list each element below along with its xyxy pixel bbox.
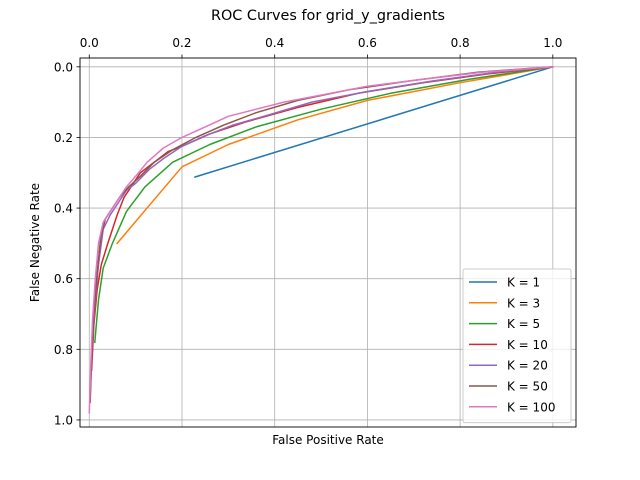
legend-label: K = 50 — [507, 380, 548, 394]
y-tick-label: 0.0 — [54, 60, 73, 74]
x-tick-label: 0.2 — [172, 36, 191, 50]
x-tick-label: 0.6 — [358, 36, 377, 50]
series-lines — [88, 65, 554, 414]
y-tick-label: 0.6 — [54, 272, 73, 286]
chart-title: ROC Curves for grid_y_gradients — [211, 8, 445, 24]
plot-frame — [79, 57, 577, 428]
x-tick-label: 1.0 — [543, 36, 562, 50]
series-line — [194, 65, 554, 178]
y-axis-ticks: 0.0 0.2 0.4 0.6 0.8 1.0 — [54, 60, 80, 427]
y-axis-label: False Negative Rate — [28, 183, 42, 302]
y-tick-label: 0.2 — [54, 131, 73, 145]
legend-label: K = 3 — [507, 296, 540, 310]
y-tick-label: 0.8 — [54, 343, 73, 357]
x-tick-label: 0.4 — [265, 36, 284, 50]
series-line — [88, 65, 554, 414]
x-tick-label: 0.8 — [451, 36, 470, 50]
legend-label: K = 20 — [507, 359, 548, 373]
series-line — [93, 65, 554, 344]
legend-box — [462, 268, 572, 424]
y-tick-label: 1.0 — [54, 413, 73, 427]
series-line — [116, 65, 554, 245]
y-tick-label: 0.4 — [54, 202, 73, 216]
legend-label: K = 5 — [507, 317, 540, 331]
legend-label: K = 100 — [507, 400, 555, 414]
x-axis-ticks: 0.0 0.2 0.4 0.6 0.8 1.0 — [80, 36, 562, 58]
x-tick-label: 0.0 — [80, 36, 99, 50]
legend-label: K = 1 — [507, 276, 540, 290]
legend: K = 1 K = 3 K = 5 K = 10 K = 20 K = 50 K = 100 — [462, 268, 572, 424]
legend-label: K = 10 — [507, 338, 548, 352]
x-axis-label: False Positive Rate — [272, 433, 384, 447]
